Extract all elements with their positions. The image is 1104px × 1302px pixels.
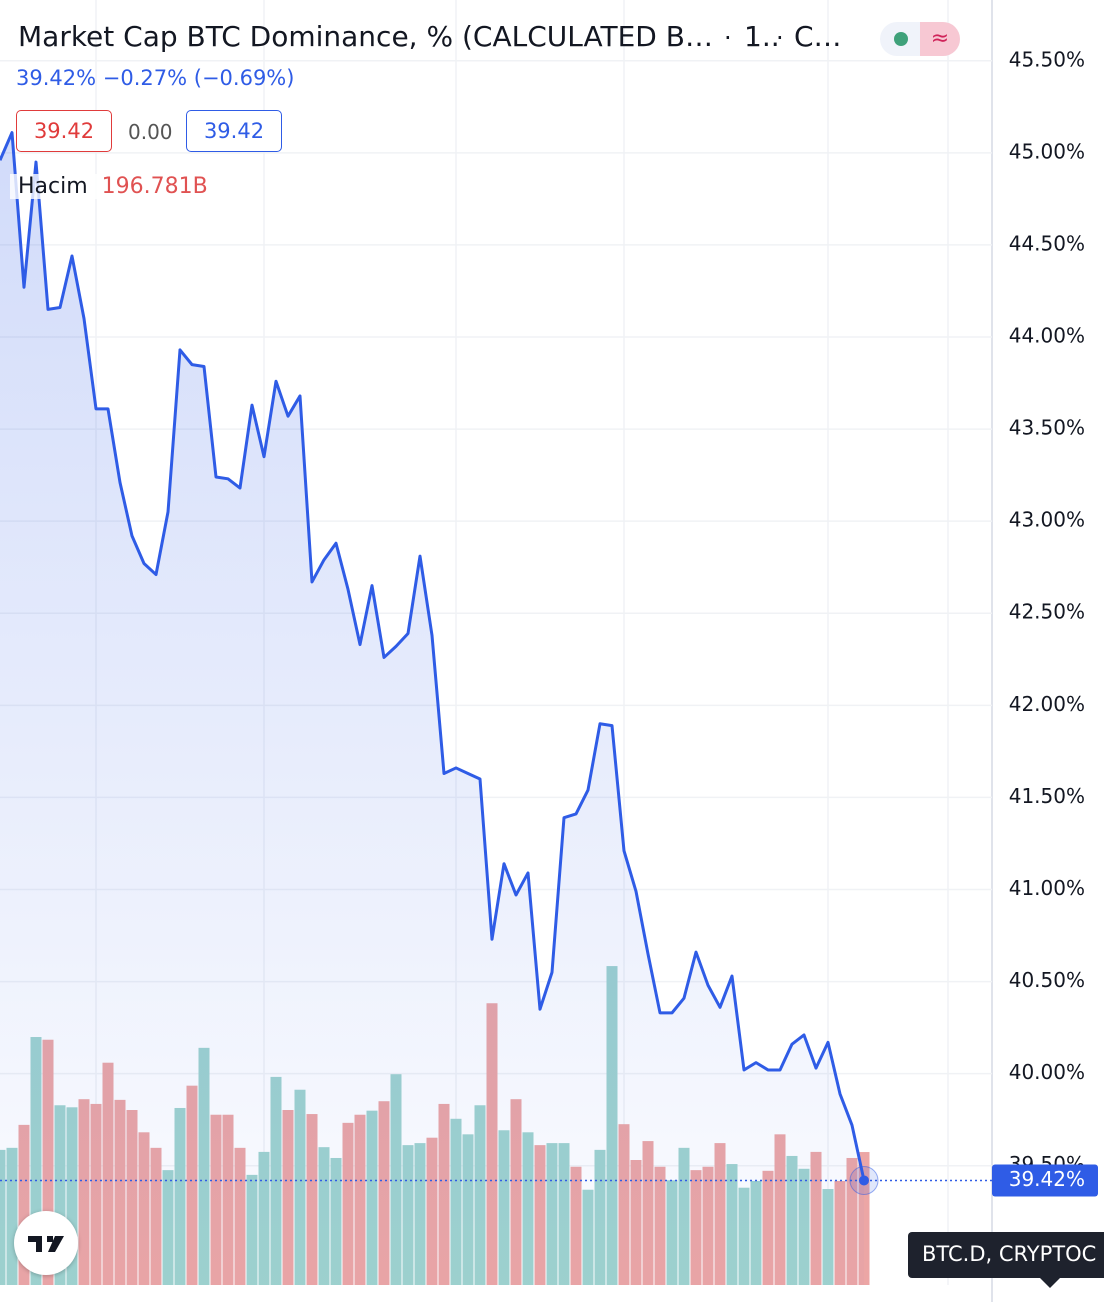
y-tick-label: 44.50% (1009, 231, 1085, 255)
y-tick-label: 45.00% (1009, 139, 1085, 163)
source[interactable]: C… (794, 20, 842, 53)
price-label: 39.42% (1009, 1167, 1085, 1191)
toggle[interactable]: ≈ (920, 22, 960, 56)
change: −0.27% (102, 66, 188, 90)
interval[interactable]: 1.. (744, 20, 780, 53)
tooltip-bg (908, 1232, 1104, 1278)
y-tick-label: 40.00% (1009, 1060, 1085, 1084)
price-line (0, 131, 866, 1181)
volume-label: Hacim (18, 174, 88, 199)
price-label-bg (992, 1164, 1098, 1197)
y-tick-label: 44.00% (1009, 324, 1085, 348)
y-tick-label: 43.50% (1009, 416, 1085, 440)
ask[interactable]: 39.42 (186, 110, 282, 152)
separator-dot: · (724, 24, 732, 52)
quote-line: 39.42% −0.27% (−0.69%) (16, 66, 294, 90)
last: 39.42% (16, 66, 97, 90)
y-tick-label: 41.00% (1009, 876, 1085, 900)
status-pill[interactable]: ≈ (880, 22, 960, 56)
volume-value: 196.781B (101, 174, 208, 199)
chart-title: Market Cap BTC Dominance, % (CALCULATED … (18, 20, 713, 53)
y-tick-label: 41.50% (1009, 784, 1085, 808)
last-point (859, 1175, 869, 1186)
logo-icon (28, 1236, 64, 1252)
status-dot (894, 32, 908, 46)
tooltip-arrow (1040, 1278, 1060, 1288)
y-tick-label: 42.50% (1009, 600, 1085, 624)
tooltip: BTC.D, CRYPTOC (922, 1242, 1096, 1266)
y-tick-label: 40.50% (1009, 968, 1085, 992)
change-pct: (−0.69%) (193, 66, 295, 90)
volume-legend: Hacim 196.781B (10, 174, 216, 199)
y-tick-label: 45.50% (1009, 47, 1085, 71)
bid[interactable]: 39.42 (16, 110, 112, 152)
area-fill (0, 132, 864, 1286)
y-tick-label: 43.00% (1009, 508, 1085, 532)
logo[interactable] (14, 1211, 78, 1275)
separator-dot: · (776, 24, 784, 52)
y-tick-label: 42.00% (1009, 692, 1085, 716)
spread: 0.00 (128, 120, 173, 144)
